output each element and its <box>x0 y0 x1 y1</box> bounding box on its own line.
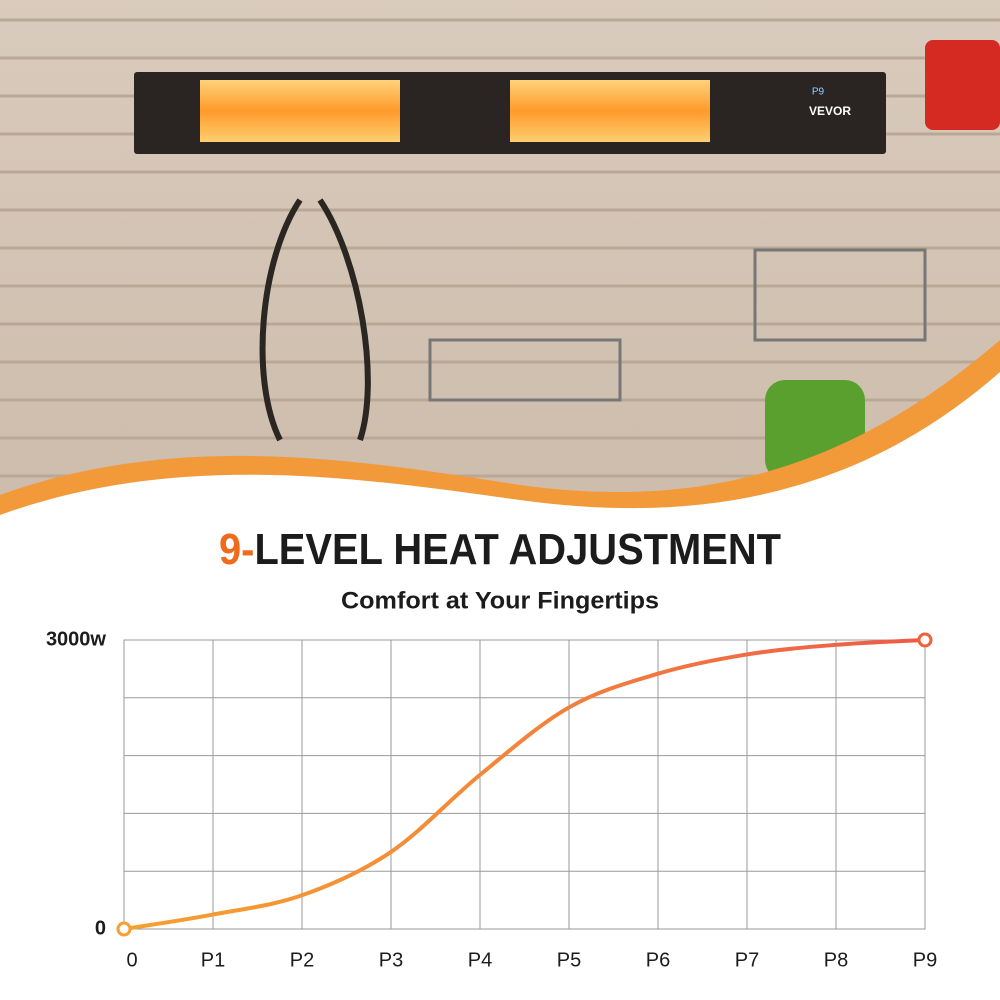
chart-title: 9-LEVEL HEAT ADJUSTMENT <box>219 525 781 574</box>
y-tick-label: 3000w <box>46 628 106 650</box>
panel <box>0 372 1000 1000</box>
x-tick-label: P3 <box>379 949 403 971</box>
x-tick-label: 0 <box>126 949 137 971</box>
brand-label: VEVOR <box>809 104 851 118</box>
y-tick-label: 0 <box>95 917 106 939</box>
x-tick-label: P1 <box>201 949 225 971</box>
heater-display: P9 <box>812 87 825 98</box>
x-tick-label: P6 <box>646 949 670 971</box>
heat-curve <box>122 638 927 931</box>
x-tick-label: P5 <box>557 949 581 971</box>
start-point <box>116 921 132 937</box>
end-point <box>917 632 933 648</box>
title-highlight: 9- <box>219 525 254 574</box>
x-tick-label: P9 <box>913 949 937 971</box>
x-tick-label: P8 <box>824 949 848 971</box>
x-tick-label: P4 <box>468 949 492 971</box>
chart: 0 3000w 0 P1 P2 P3 P4 P5 P6 P7 P8 P9 <box>46 628 937 971</box>
title-text: LEVEL HEAT ADJUSTMENT <box>254 525 781 574</box>
photo: VEVOR P9 <box>0 0 1000 520</box>
x-tick-label: P7 <box>735 949 759 971</box>
x-tick-label: P2 <box>290 949 314 971</box>
chart-subtitle: Comfort at Your Fingertips <box>341 587 659 614</box>
